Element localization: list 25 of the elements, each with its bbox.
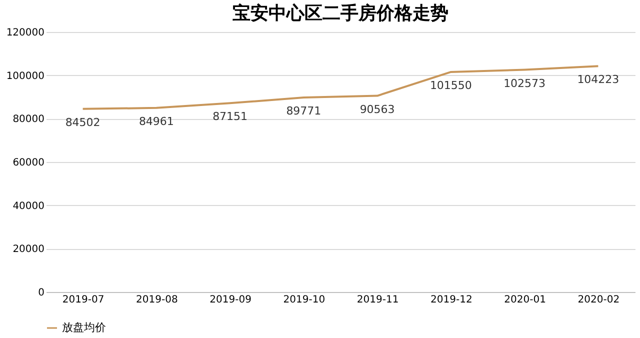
y-tick-label: 20000	[12, 244, 44, 256]
y-tick-label: 0	[38, 288, 44, 298]
data-label: 90563	[360, 102, 395, 116]
data-label: 101550	[430, 78, 472, 92]
y-tick-label: 120000	[6, 28, 44, 38]
data-label: 102573	[504, 76, 546, 90]
chart-title: 宝安中心区二手房价格走势	[232, 3, 448, 24]
x-tick-label: 2019-10	[283, 294, 326, 306]
y-tick-label: 100000	[6, 70, 44, 82]
x-tick-label: 2019-11	[356, 294, 399, 306]
y-tick-label: 80000	[12, 114, 44, 126]
x-tick-label: 2019-09	[210, 294, 252, 306]
x-tick-label: 2019-07	[62, 294, 104, 306]
legend-label: 放盘均价	[62, 321, 106, 334]
data-label: 104223	[577, 73, 620, 86]
data-label: 87151	[212, 110, 248, 124]
data-label: 84961	[138, 114, 174, 128]
data-label: 84502	[65, 116, 100, 129]
x-tick-label: 2019-12	[430, 294, 472, 306]
y-tick-label: 60000	[12, 158, 44, 168]
x-tick-label: 2019-08	[136, 294, 178, 306]
x-tick-label: 2020-01	[504, 294, 546, 306]
x-tick-label: 2020-02	[578, 294, 620, 306]
y-tick-label: 40000	[12, 200, 44, 212]
data-label: 89771	[286, 104, 322, 118]
